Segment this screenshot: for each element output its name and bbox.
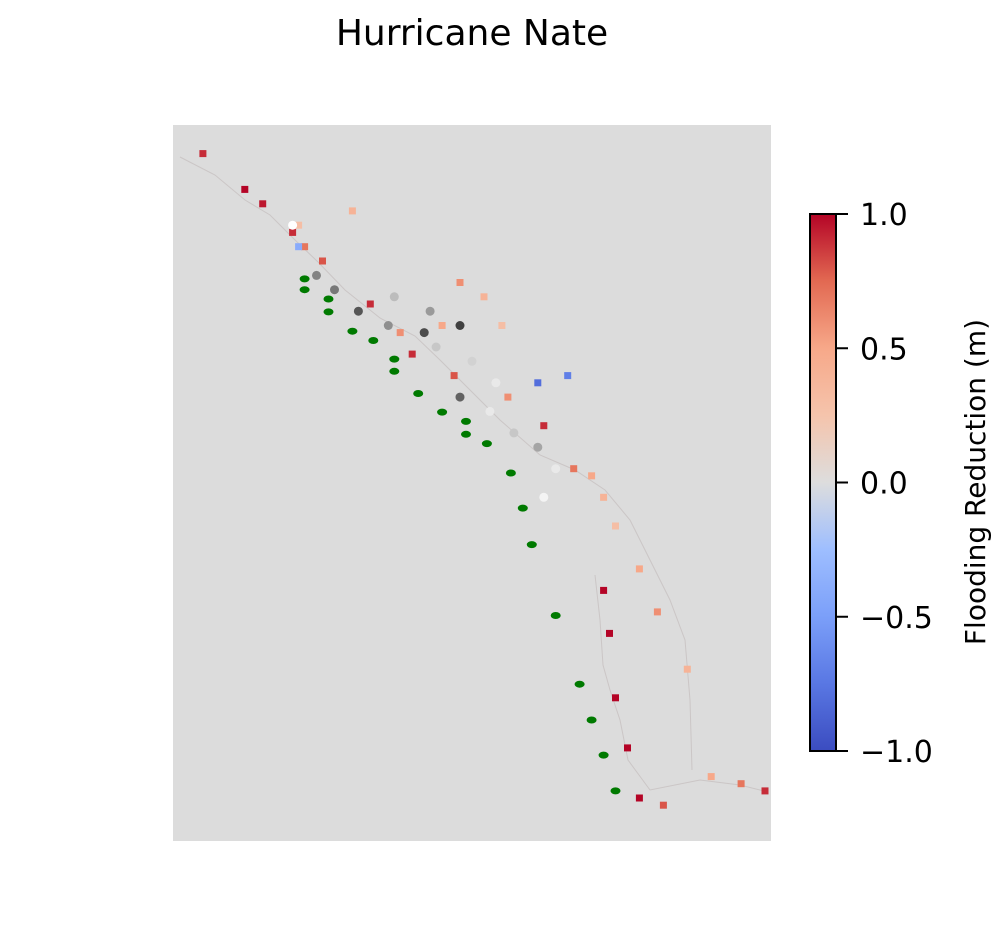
observation-point	[461, 430, 471, 438]
flood-cell	[588, 472, 596, 480]
flood-cell	[241, 185, 249, 193]
flood-cell	[199, 150, 207, 158]
flood-cell	[366, 300, 374, 308]
track-point	[389, 292, 399, 302]
observation-point	[505, 469, 516, 477]
track-point	[551, 464, 561, 474]
flood-cell	[480, 293, 488, 301]
flood-cell	[570, 465, 578, 473]
colorbar-tick-label: −0.5	[860, 601, 933, 636]
flood-cell	[259, 200, 267, 208]
track-point	[383, 321, 393, 330]
flood-cell	[295, 221, 303, 229]
flood-cell	[612, 522, 619, 530]
flood-cell	[498, 322, 506, 329]
flood-cell	[301, 243, 309, 251]
observation-point	[413, 390, 424, 397]
flood-cell	[396, 329, 404, 337]
flood-cell	[348, 207, 356, 215]
flood-cell	[564, 372, 572, 380]
colorbar-label: Flooding Reduction (m)	[959, 319, 992, 645]
track-point	[539, 492, 549, 502]
flood-cell	[450, 372, 458, 380]
flood-cell	[635, 794, 643, 802]
observation-point	[517, 504, 528, 512]
flood-cell	[653, 608, 661, 616]
colorbar-tick-label: −1.0	[860, 735, 933, 770]
flood-cell	[456, 279, 464, 286]
observation-point	[389, 355, 400, 363]
flood-cell	[683, 665, 691, 673]
flood-cell	[438, 322, 446, 329]
colorbar-ticks: 1.0 0.5 0.0 −0.5 −1.0	[836, 198, 933, 770]
track-point	[330, 285, 339, 295]
flood-cell	[761, 787, 769, 795]
colorbar-tick-label: 1.0	[860, 198, 908, 233]
track-point	[509, 428, 519, 438]
track-point	[485, 406, 495, 416]
colorbar	[809, 213, 837, 752]
track-point	[419, 328, 429, 338]
observation-point	[574, 680, 585, 688]
flood-cell	[540, 422, 548, 430]
observation-point	[299, 286, 310, 294]
observation-point	[481, 440, 492, 448]
observation-point	[347, 327, 358, 335]
flood-cell	[504, 393, 512, 401]
coastline-layer	[179, 156, 769, 793]
track-point	[312, 270, 321, 280]
flood-cell	[606, 629, 613, 637]
flood-cell	[612, 694, 619, 702]
flood-cell	[624, 744, 631, 752]
track-point	[431, 342, 441, 352]
observation-point	[598, 751, 609, 759]
colorbar-tick-label: 0.5	[860, 332, 908, 367]
storm-track-layer	[288, 220, 561, 502]
observation-point	[550, 612, 561, 619]
track-point	[467, 356, 477, 366]
flood-cell	[408, 350, 416, 358]
observation-point	[526, 541, 537, 549]
flood-cell	[635, 565, 643, 573]
flood-cell	[707, 773, 715, 781]
flood-cell	[659, 801, 667, 809]
flooding-reduction-layer	[199, 150, 769, 809]
map-area	[173, 125, 771, 841]
track-point	[491, 378, 501, 388]
observation-point	[368, 337, 379, 344]
observation-point	[323, 308, 334, 316]
chart-title: Hurricane Nate	[336, 13, 608, 54]
observation-points-layer	[299, 275, 621, 795]
flood-cell	[600, 586, 608, 594]
observation-point	[323, 295, 334, 303]
observation-point	[437, 408, 448, 416]
track-point	[455, 321, 465, 330]
flood-cell	[319, 257, 326, 265]
observation-point	[389, 367, 400, 375]
flood-cell	[737, 780, 745, 788]
observation-point	[461, 417, 471, 425]
flood-cell	[295, 243, 303, 251]
flood-cell	[600, 493, 608, 501]
observation-point	[299, 275, 310, 283]
track-point	[353, 306, 363, 316]
flood-cell	[289, 228, 297, 236]
track-point	[533, 442, 543, 452]
track-point	[288, 220, 298, 230]
flood-cell	[534, 379, 542, 387]
observation-point	[610, 787, 621, 795]
colorbar-tick-label: 0.0	[860, 467, 908, 502]
track-point	[455, 392, 465, 402]
track-point	[425, 306, 435, 316]
observation-point	[586, 716, 597, 724]
